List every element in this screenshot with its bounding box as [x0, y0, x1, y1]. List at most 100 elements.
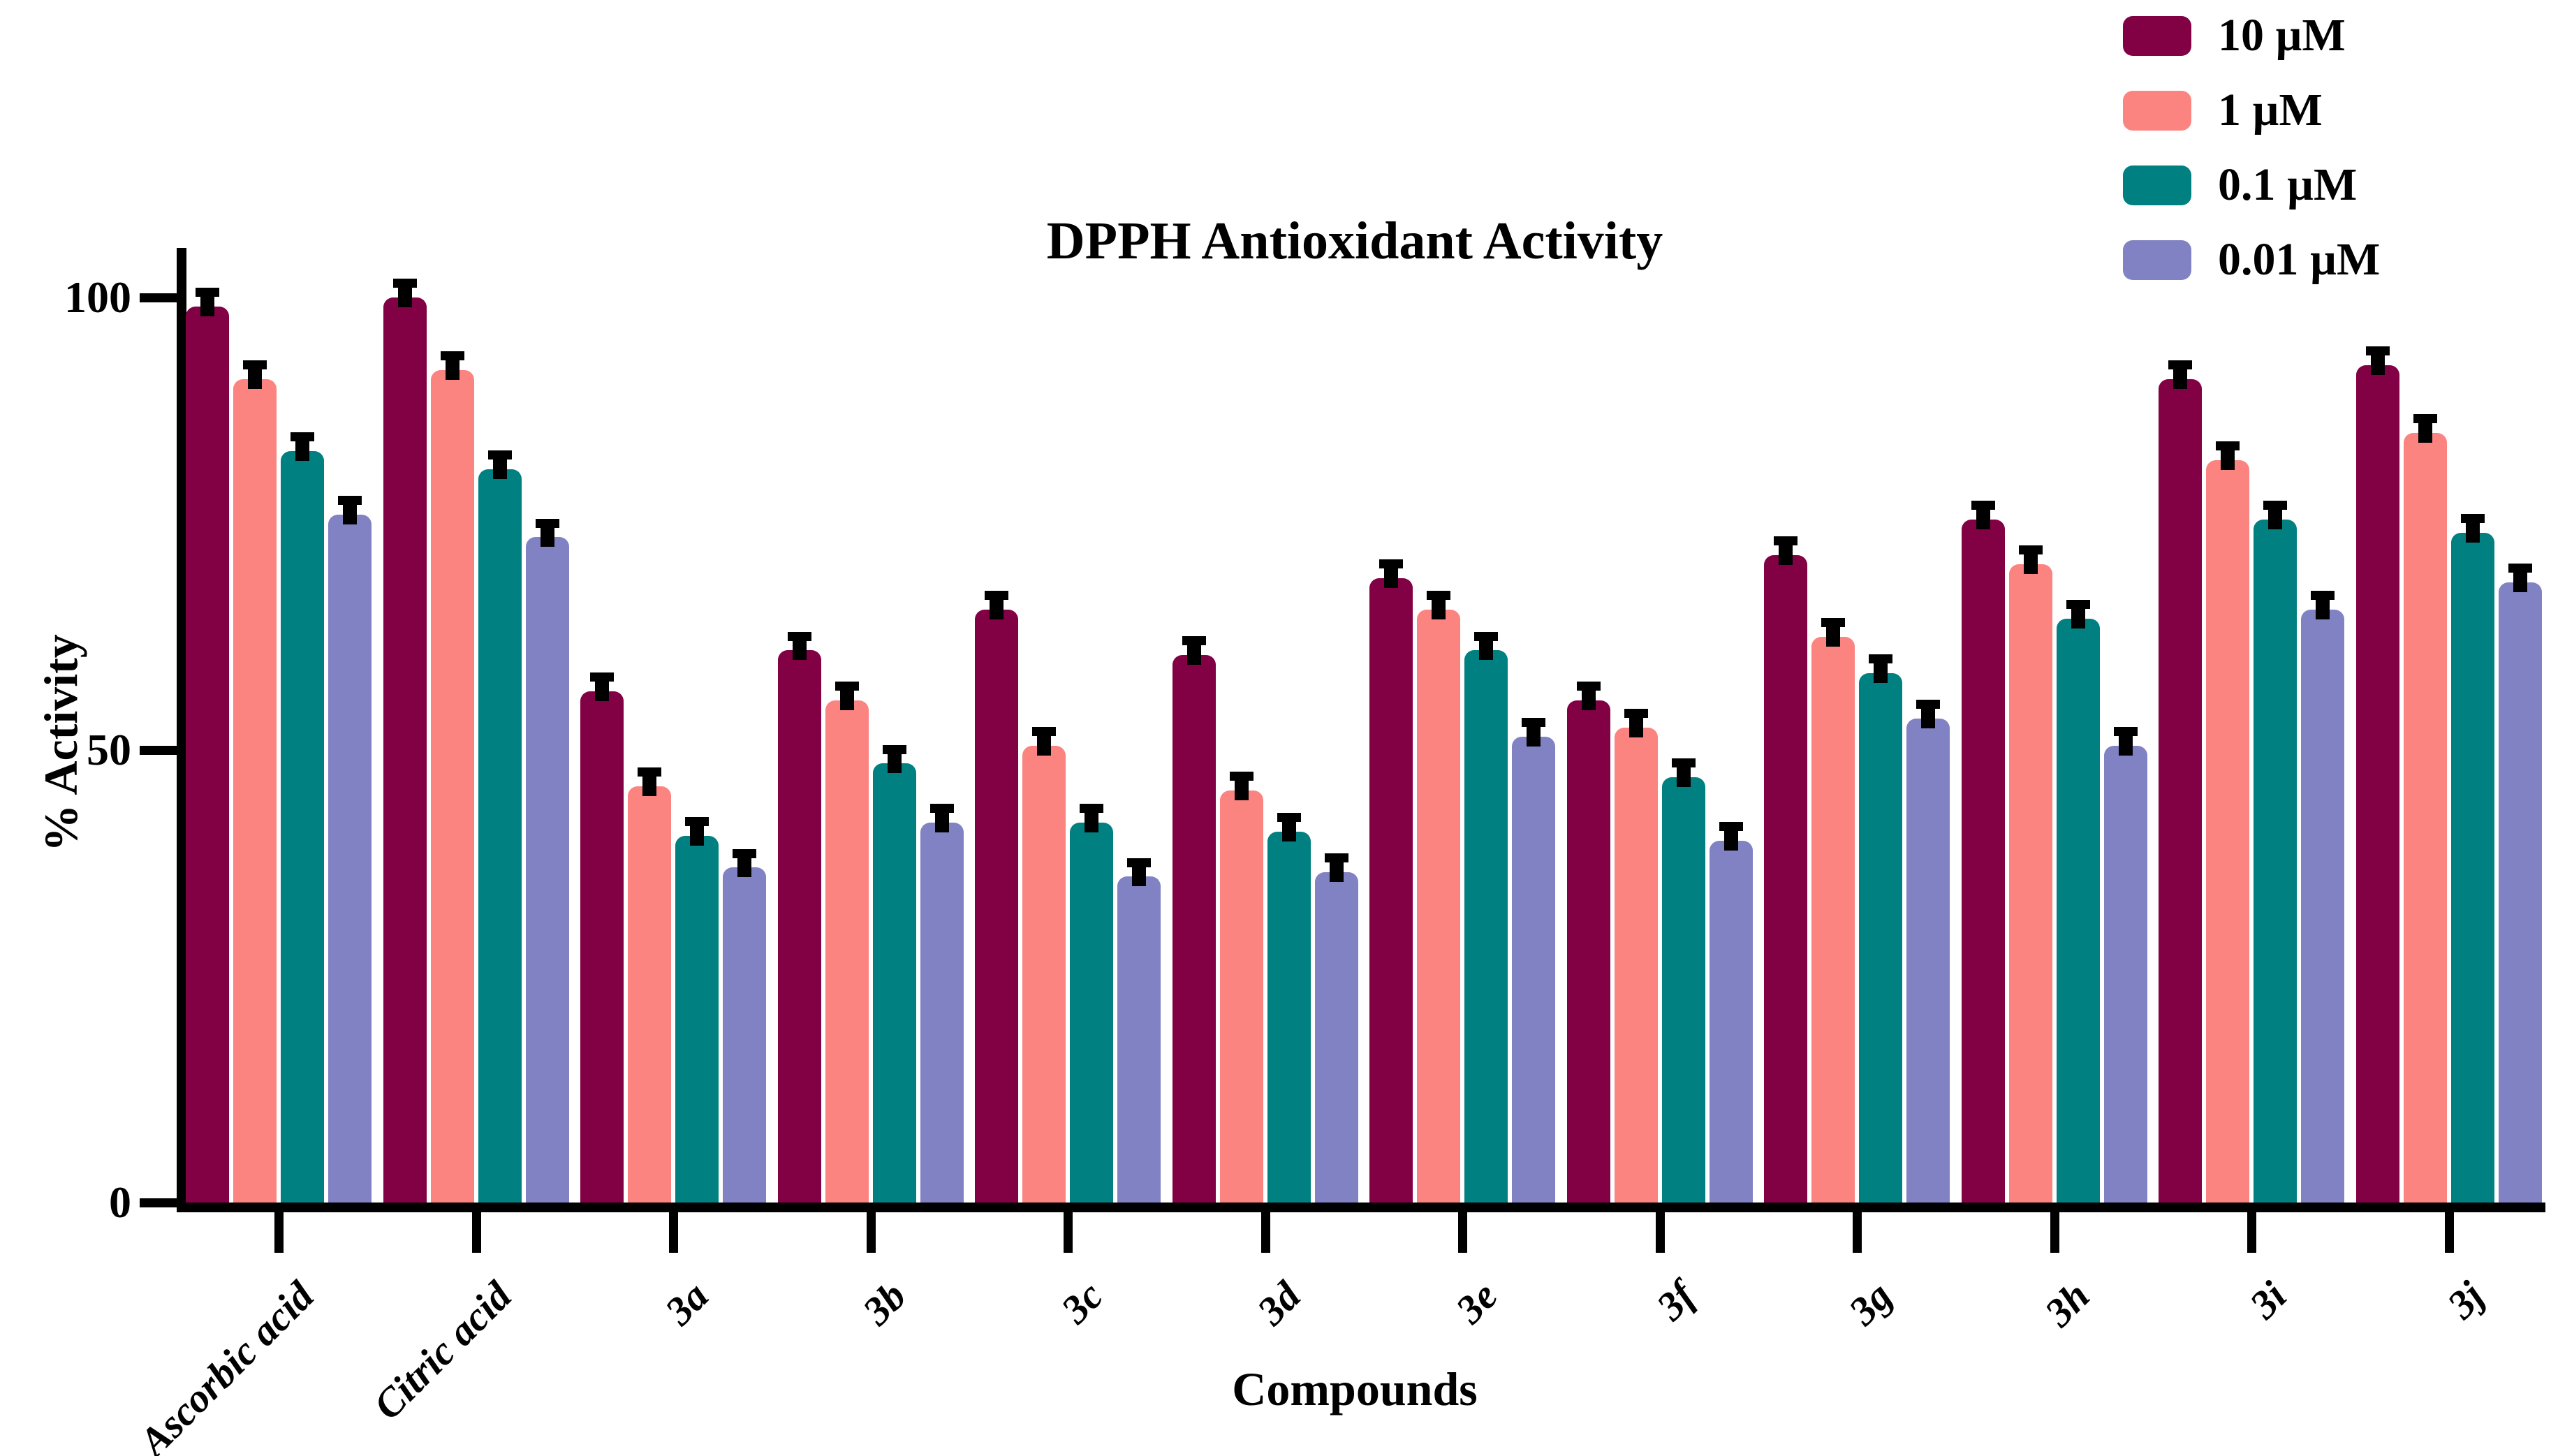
y-tick	[140, 746, 177, 755]
x-tick	[1853, 1212, 1862, 1253]
error-bar-cap	[882, 744, 906, 754]
error-bar-cap	[1774, 536, 1798, 546]
y-tick-label: 0	[109, 1177, 131, 1227]
legend-label: 10 µM	[2218, 10, 2346, 61]
error-bar-cap	[392, 279, 417, 288]
bar	[1811, 637, 1855, 1203]
error-bar-cap	[685, 817, 709, 827]
x-axis-baseline	[177, 1203, 2545, 1212]
bar	[1906, 718, 1950, 1203]
x-tick-label: 3c	[1052, 1272, 1112, 1332]
error-bar-cap	[1522, 717, 1545, 727]
error-bar-cap	[1576, 681, 1601, 691]
x-axis-title: Compounds	[1232, 1362, 1478, 1415]
bar	[920, 822, 964, 1203]
y-tick-label: 100	[64, 272, 131, 322]
bar	[1614, 727, 1658, 1203]
legend-label: 0.01 µM	[2218, 234, 2381, 285]
x-tick	[1064, 1212, 1073, 1253]
error-bar-cap	[733, 848, 756, 858]
error-bar-cap	[2216, 441, 2240, 451]
bar	[1512, 736, 1555, 1203]
error-bar-cap	[1080, 803, 1103, 813]
x-tick	[1655, 1212, 1665, 1253]
x-tick-label: 3f	[1647, 1272, 1704, 1329]
y-tick-label: 50	[87, 725, 131, 774]
error-bar-cap	[440, 351, 464, 360]
bar	[2301, 610, 2344, 1203]
bar	[1022, 745, 1066, 1203]
legend-item: 0.1 µM	[2123, 159, 2380, 210]
error-bar-cap	[1427, 591, 1450, 601]
plot-area	[186, 248, 2545, 1203]
legend-label: 1 µM	[2218, 84, 2323, 135]
x-tick	[471, 1212, 481, 1253]
bar	[1859, 672, 1902, 1203]
bar	[281, 451, 324, 1203]
bar	[233, 378, 277, 1203]
bar	[1764, 555, 1807, 1203]
x-tick-label: 3j	[2438, 1272, 2493, 1328]
x-tick	[669, 1212, 678, 1253]
error-bar-cap	[1324, 853, 1348, 863]
error-bar-cap	[1719, 821, 1743, 831]
x-tick	[2247, 1212, 2256, 1253]
error-bar-cap	[291, 432, 314, 442]
error-bar-cap	[1624, 708, 1648, 718]
error-bar-cap	[1821, 618, 1845, 628]
error-bar-cap	[2508, 564, 2532, 573]
bar	[1267, 831, 1311, 1203]
x-tick-label: 3a	[656, 1272, 717, 1334]
bar	[675, 836, 719, 1203]
bar	[1369, 578, 1413, 1203]
bar	[1464, 650, 1508, 1203]
error-bar-cap	[1971, 500, 1995, 510]
bar	[2159, 378, 2202, 1203]
chart-title: DPPH Antioxidant Activity	[1046, 212, 1663, 270]
bar	[2056, 619, 2100, 1203]
x-tick-label: 3b	[853, 1272, 915, 1334]
error-bar-cap	[196, 288, 219, 297]
error-bar-cap	[338, 496, 362, 506]
y-tick	[140, 1198, 177, 1207]
error-bar-cap	[2168, 360, 2192, 369]
error-bar-cap	[535, 518, 559, 528]
bar	[1417, 610, 1460, 1203]
bar	[1117, 876, 1161, 1203]
legend-swatch	[2123, 90, 2191, 131]
legend-item: 1 µM	[2123, 84, 2380, 135]
bar	[2403, 433, 2447, 1203]
error-bar-cap	[2365, 346, 2390, 356]
bar	[478, 469, 522, 1203]
error-bar-cap	[1671, 758, 1696, 767]
error-bar-cap	[2413, 414, 2437, 424]
bar	[2103, 745, 2147, 1203]
error-bar-cap	[1869, 654, 1892, 663]
bar	[2450, 532, 2494, 1203]
error-bar-cap	[2066, 600, 2090, 610]
bar	[1566, 700, 1610, 1203]
error-bar-cap	[1916, 699, 1940, 709]
legend-swatch	[2123, 15, 2191, 56]
error-bar-cap	[2460, 514, 2485, 524]
error-bar-cap	[1182, 636, 1206, 645]
y-tick	[140, 293, 177, 302]
error-bar-cap	[1127, 858, 1151, 867]
error-bar-cap	[835, 681, 859, 691]
x-tick-label: 3d	[1248, 1272, 1309, 1334]
error-bar-cap	[2018, 545, 2043, 555]
x-tick-label: 3e	[1446, 1272, 1506, 1332]
bar	[328, 515, 372, 1203]
bar	[383, 297, 427, 1203]
bar	[1070, 822, 1113, 1203]
bar	[825, 700, 869, 1203]
y-axis-line	[177, 248, 186, 1212]
bar	[1219, 790, 1263, 1203]
x-tick-label: 3i	[2240, 1272, 2295, 1328]
bar	[777, 650, 821, 1203]
bar	[1172, 654, 1216, 1203]
legend-label: 0.1 µM	[2218, 159, 2358, 210]
x-tick	[2444, 1212, 2454, 1253]
x-tick	[866, 1212, 876, 1253]
